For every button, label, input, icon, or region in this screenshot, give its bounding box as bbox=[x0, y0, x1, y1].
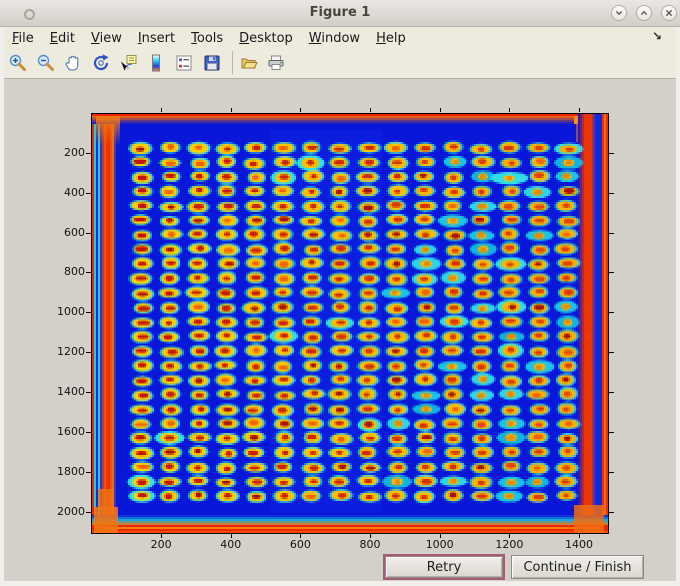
y-tick-label: 1000 bbox=[57, 305, 85, 319]
tick-mark bbox=[609, 431, 614, 433]
y-tick-label: 2000 bbox=[57, 504, 85, 518]
tick-mark bbox=[509, 108, 511, 112]
x-tick-label: 200 bbox=[150, 538, 172, 551]
rotate-3d-icon bbox=[90, 53, 112, 73]
insert-colorbar-button[interactable] bbox=[145, 52, 167, 74]
tick-mark bbox=[509, 534, 511, 538]
tick-mark bbox=[86, 232, 91, 234]
menu-item-insert[interactable]: Insert bbox=[137, 31, 176, 46]
menu-item-file[interactable]: File bbox=[12, 31, 34, 46]
x-tick-label: 400 bbox=[220, 538, 242, 551]
tick-mark bbox=[609, 471, 614, 473]
insert-colorbar-icon bbox=[145, 53, 167, 73]
toolbar-separator bbox=[232, 51, 233, 74]
window-menu-icon[interactable] bbox=[24, 9, 35, 20]
tick-mark bbox=[161, 534, 163, 538]
zoom-in-button[interactable] bbox=[7, 52, 29, 74]
tick-mark bbox=[609, 391, 614, 393]
maximize-button[interactable] bbox=[636, 5, 652, 21]
tick-mark bbox=[370, 108, 372, 112]
y-tick-label: 800 bbox=[64, 265, 85, 279]
y-tick-label: 200 bbox=[64, 145, 85, 159]
tick-mark bbox=[86, 431, 91, 433]
zoom-out-button[interactable] bbox=[35, 52, 57, 74]
save-figure-button[interactable] bbox=[201, 52, 223, 74]
tick-mark bbox=[161, 108, 163, 112]
tick-mark bbox=[86, 391, 91, 393]
tick-mark bbox=[609, 312, 614, 314]
open-file-button[interactable] bbox=[238, 52, 260, 74]
titlebar[interactable]: Figure 1 bbox=[0, 0, 680, 27]
y-tick-label: 400 bbox=[64, 185, 85, 199]
data-cursor-button[interactable] bbox=[117, 52, 139, 74]
tick-mark bbox=[86, 471, 91, 473]
y-tick-label: 1600 bbox=[57, 424, 85, 438]
pan-icon bbox=[62, 53, 84, 73]
zoom-out-icon bbox=[35, 53, 57, 73]
chevron-down-icon bbox=[612, 6, 626, 20]
tick-mark bbox=[86, 352, 91, 354]
menu-item-window[interactable]: Window bbox=[308, 31, 361, 46]
tick-mark bbox=[230, 534, 232, 538]
menu-overflow-arrow-icon[interactable]: ↘ bbox=[651, 29, 662, 43]
tick-mark bbox=[300, 108, 302, 112]
tick-mark bbox=[578, 534, 580, 538]
microarray-image[interactable] bbox=[92, 114, 608, 533]
insert-legend-button[interactable] bbox=[173, 52, 195, 74]
tick-mark bbox=[86, 152, 91, 154]
x-tick-label: 1400 bbox=[564, 538, 593, 551]
chevron-up-icon bbox=[637, 6, 651, 20]
tick-mark bbox=[300, 534, 302, 538]
figure-toolbar bbox=[4, 48, 676, 79]
minimize-button[interactable] bbox=[611, 5, 627, 21]
tick-mark bbox=[230, 108, 232, 112]
tick-mark bbox=[86, 192, 91, 194]
menu-item-tools[interactable]: Tools bbox=[191, 31, 224, 46]
close-button[interactable] bbox=[661, 5, 677, 21]
x-tick-label: 1000 bbox=[425, 538, 454, 551]
retry-button[interactable]: Retry bbox=[385, 556, 503, 578]
menu-item-desktop[interactable]: Desktop bbox=[239, 31, 293, 46]
menu-bar: ↘ File Edit View Insert Tools Desktop Window He… bbox=[4, 27, 676, 48]
tick-mark bbox=[609, 232, 614, 234]
window-title: Figure 1 bbox=[309, 5, 371, 20]
tick-mark bbox=[609, 511, 614, 513]
menu-item-help[interactable]: Help bbox=[376, 31, 406, 46]
y-tick-label: 1800 bbox=[57, 464, 85, 478]
close-icon bbox=[662, 6, 676, 20]
tick-mark bbox=[578, 108, 580, 112]
tick-mark bbox=[86, 511, 91, 513]
tick-mark bbox=[609, 272, 614, 274]
tick-mark bbox=[86, 312, 91, 314]
y-tick-label: 1400 bbox=[57, 384, 85, 398]
pan-button[interactable] bbox=[62, 52, 84, 74]
insert-legend-icon bbox=[173, 53, 195, 73]
y-tick-label: 1200 bbox=[57, 345, 85, 359]
print-figure-icon bbox=[265, 53, 287, 73]
tick-mark bbox=[439, 108, 441, 112]
tick-mark bbox=[86, 272, 91, 274]
tick-mark bbox=[370, 534, 372, 538]
continue-finish-button[interactable]: Continue / Finish bbox=[511, 555, 644, 579]
tick-mark bbox=[609, 152, 614, 154]
rotate-3d-button[interactable] bbox=[90, 52, 112, 74]
open-file-icon bbox=[238, 53, 260, 73]
menu-item-edit[interactable]: Edit bbox=[49, 31, 75, 46]
save-figure-icon bbox=[201, 53, 223, 73]
menu-item-view[interactable]: View bbox=[90, 31, 122, 46]
x-tick-label: 600 bbox=[289, 538, 311, 551]
tick-mark bbox=[609, 192, 614, 194]
tick-mark bbox=[439, 534, 441, 538]
x-tick-label: 800 bbox=[359, 538, 381, 551]
x-tick-label: 1200 bbox=[495, 538, 524, 551]
data-cursor-icon bbox=[117, 53, 139, 73]
tick-mark bbox=[609, 352, 614, 354]
print-figure-button[interactable] bbox=[265, 52, 287, 74]
y-tick-label: 600 bbox=[64, 225, 85, 239]
zoom-in-icon bbox=[7, 53, 29, 73]
